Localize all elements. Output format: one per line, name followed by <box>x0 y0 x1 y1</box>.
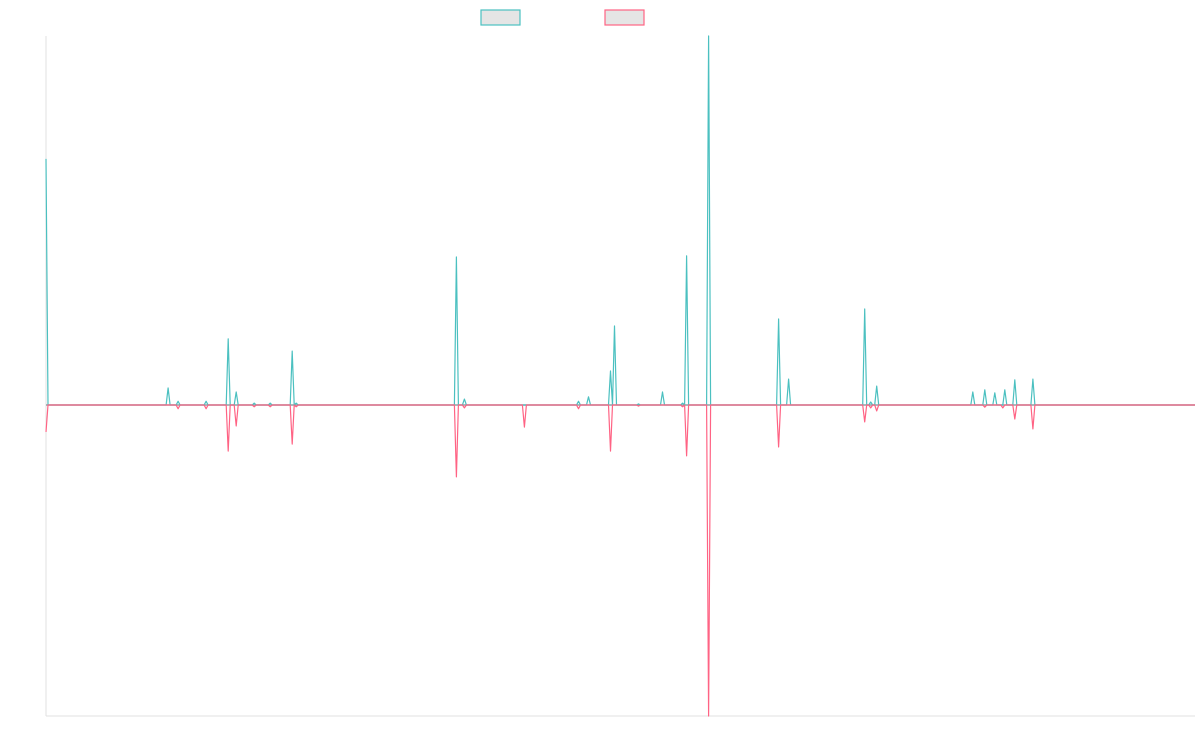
legend-swatch-1[interactable] <box>480 9 521 26</box>
series-group <box>45 35 1195 717</box>
legend <box>480 9 645 26</box>
legend-swatch-2[interactable] <box>604 9 645 26</box>
series-line-2 <box>45 404 1195 717</box>
series-line-1 <box>45 35 1195 406</box>
